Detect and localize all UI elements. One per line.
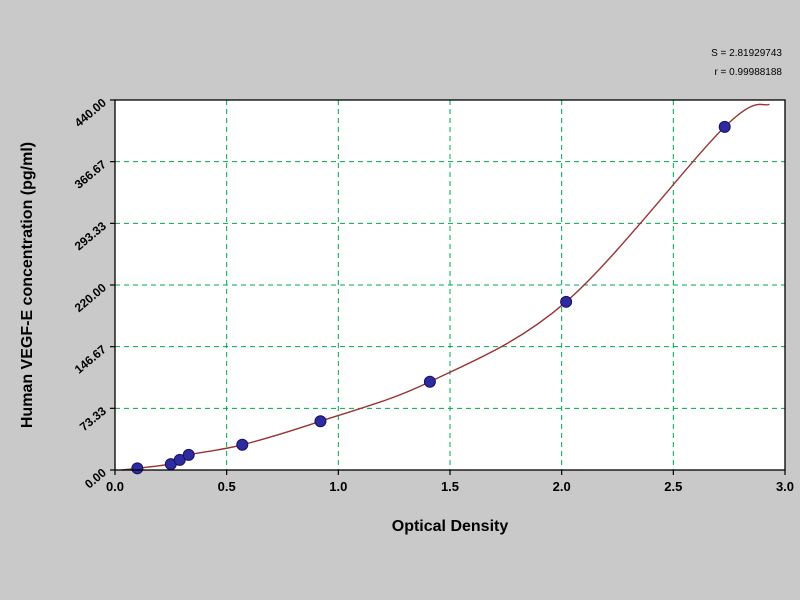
x-tick-label: 3.0 [776,479,794,494]
y-tick-label: 146.67 [72,342,109,377]
x-tick-label: 1.0 [329,479,347,494]
data-point [718,120,731,133]
fit-stat-r: r = 0.99988188 [714,67,782,78]
data-point [131,462,144,475]
x-tick-label: 2.5 [664,479,682,494]
data-point [182,448,195,461]
y-tick-label: 293.33 [72,219,109,254]
data-point [314,415,327,428]
plot-border [114,99,786,471]
fit-statistics: S = 2.81929743 r = 0.99988188 [711,44,782,82]
data-point [173,453,186,466]
data-point [423,375,436,388]
fit-stat-s: S = 2.81929743 [711,48,782,59]
x-axis-title: Optical Density [391,518,509,535]
data-point [560,295,573,308]
y-tick-label: 73.33 [77,404,109,434]
x-tick-label: 0.5 [218,479,236,494]
y-tick-label: 220.00 [72,280,109,315]
x-tick-label: 0.0 [106,479,124,494]
y-tick-label: 366.67 [72,157,109,192]
x-tick-label: 1.5 [441,479,459,494]
data-point [236,438,249,451]
x-tick-label: 2.0 [553,479,571,494]
y-tick-label: 440.00 [72,95,109,130]
